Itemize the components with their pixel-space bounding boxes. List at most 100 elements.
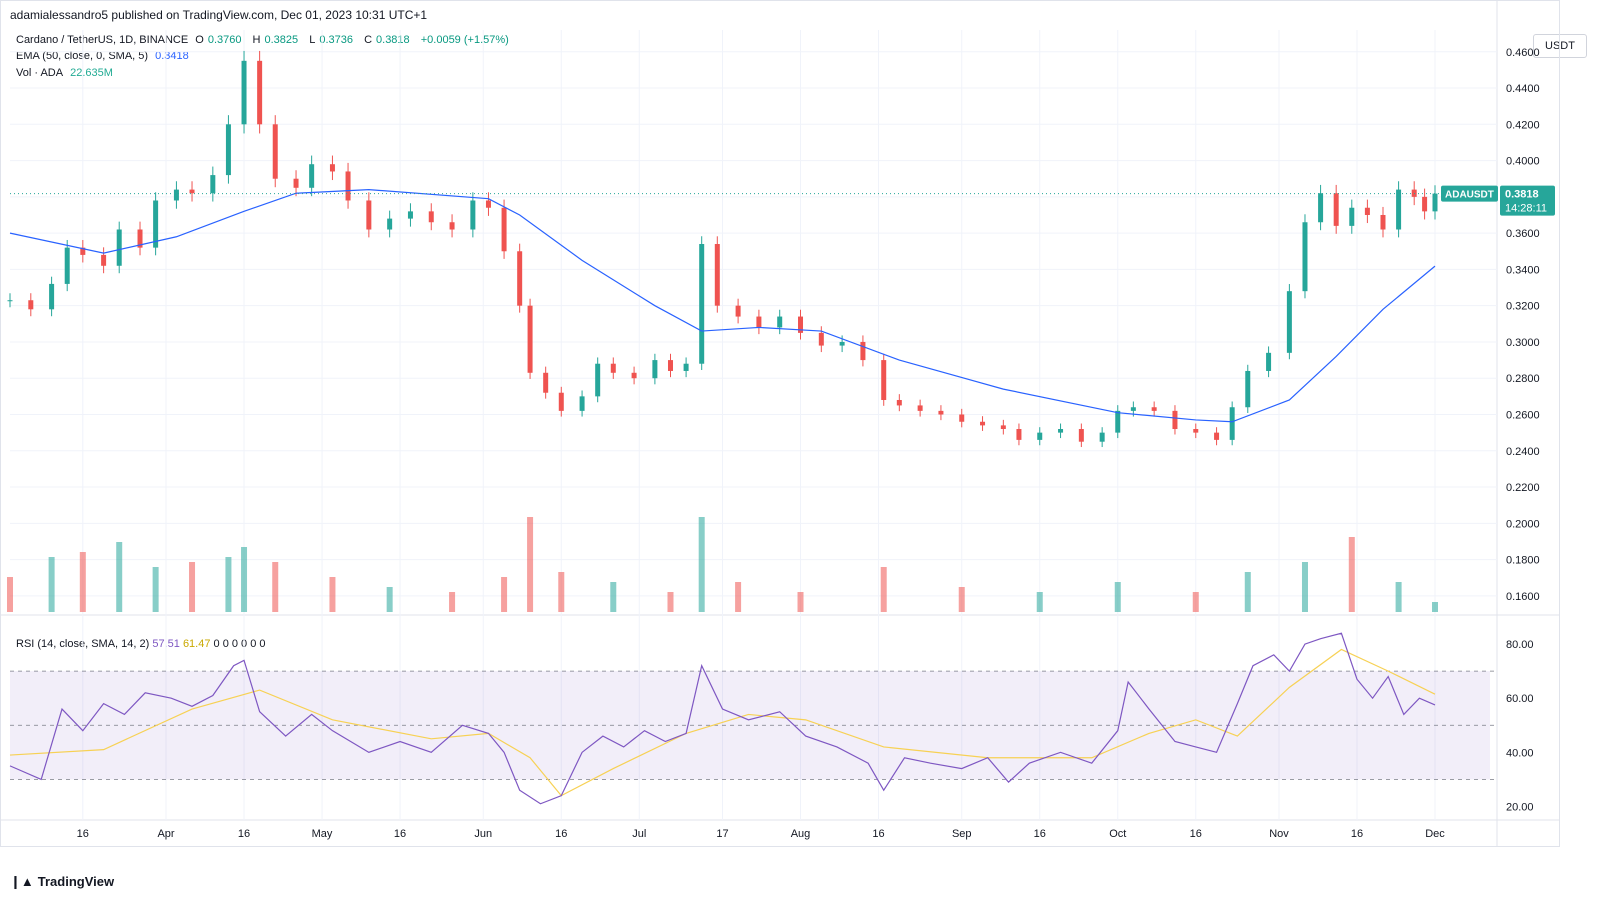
price-tick-label: 0.1600 xyxy=(1506,591,1540,603)
candle-body xyxy=(1000,425,1006,430)
symbol-label[interactable]: Cardano / TetherUS, 1D, BINANCE xyxy=(16,34,189,46)
volume-bar xyxy=(1244,572,1251,612)
rsi-zeros: 0 0 0 0 0 0 xyxy=(213,638,266,650)
candle-body xyxy=(1151,407,1157,411)
candle-body xyxy=(527,305,533,373)
candle-body xyxy=(387,218,393,230)
candle-body xyxy=(1286,291,1292,353)
candle-body xyxy=(1318,193,1324,223)
candle-body xyxy=(153,200,159,248)
price-tag-value: 0.3818 xyxy=(1505,189,1539,201)
candle-body xyxy=(881,360,887,400)
time-tick-label: Apr xyxy=(157,828,174,840)
symbol-tag-label: ADAUSDT xyxy=(1445,190,1494,201)
candle-body xyxy=(517,251,523,306)
volume-value: 22.635M xyxy=(70,67,113,79)
rsi-tick-label: 20.00 xyxy=(1506,801,1534,813)
volume-bar xyxy=(225,557,232,612)
candle-body xyxy=(1422,196,1428,212)
volume-legend[interactable]: Vol · ADA 22.635M xyxy=(16,67,117,79)
time-tick-label: 16 xyxy=(238,828,250,840)
volume-bar xyxy=(152,567,159,612)
candle-body xyxy=(1193,429,1199,433)
candle-body xyxy=(896,399,902,406)
ema-value: 0.3418 xyxy=(155,50,189,62)
time-tick-label: 16 xyxy=(1034,828,1046,840)
price-legend: Cardano / TetherUS, 1D, BINANCE O 0.3760 … xyxy=(16,34,513,46)
time-tick-label: Aug xyxy=(791,828,811,840)
candle-body xyxy=(917,405,923,411)
candle-body xyxy=(1078,429,1084,442)
price-tick-label: 0.2800 xyxy=(1506,373,1540,385)
candle-body xyxy=(1172,410,1178,430)
rsi-sma-value: 61.47 xyxy=(182,638,211,650)
candle-body xyxy=(64,247,70,284)
candle-body xyxy=(428,211,434,223)
volume-bar xyxy=(880,567,887,612)
candle-body xyxy=(470,200,476,230)
candle-body xyxy=(1333,193,1339,226)
candle-body xyxy=(798,316,804,333)
ema-legend[interactable]: EMA (50, close, 0, SMA, 5) 0.3418 xyxy=(16,50,193,62)
candle-body xyxy=(667,360,673,371)
candle-body xyxy=(714,244,720,306)
time-tick-label: 16 xyxy=(77,828,89,840)
candle-body xyxy=(501,207,507,252)
volume-bar xyxy=(116,542,123,612)
volume-bar xyxy=(501,577,508,612)
footer-brand[interactable]: ❙▲ TradingView xyxy=(10,874,115,889)
candle-body xyxy=(1058,429,1064,433)
price-tick-label: 0.3400 xyxy=(1506,264,1540,276)
price-tick-label: 0.1800 xyxy=(1506,555,1540,567)
rsi-tick-label: 40.00 xyxy=(1506,747,1534,759)
volume-bar xyxy=(1192,592,1199,612)
volume-bar xyxy=(1114,582,1121,612)
price-tag-countdown: 14:28:11 xyxy=(1505,203,1547,215)
candle-body xyxy=(860,341,866,361)
change-value: +0.0059 (+1.57%) xyxy=(420,34,509,46)
candle-body xyxy=(1245,370,1251,408)
candle-body xyxy=(1364,207,1370,215)
volume-bar xyxy=(1395,582,1402,612)
time-tick-label: 16 xyxy=(555,828,567,840)
price-tick-label: 0.2600 xyxy=(1506,409,1540,421)
volume-bar xyxy=(958,587,965,612)
high-value: H 0.3825 xyxy=(252,34,299,46)
candle-body xyxy=(777,316,783,328)
rsi-tick-label: 60.00 xyxy=(1506,693,1534,705)
candle-body xyxy=(959,414,965,422)
candle-body xyxy=(101,254,107,266)
candle-body xyxy=(558,392,564,411)
candle-body xyxy=(28,300,34,310)
volume-bar xyxy=(449,592,456,612)
candle-body xyxy=(1380,214,1386,230)
candle-body xyxy=(257,60,263,125)
volume-bar xyxy=(272,562,279,612)
candle-body xyxy=(699,244,705,364)
candle-body xyxy=(652,360,658,379)
candle-body xyxy=(345,171,351,201)
candle-body xyxy=(610,363,616,373)
price-tick-label: 0.3200 xyxy=(1506,301,1540,313)
rsi-legend[interactable]: RSI (14, close, SMA, 14, 2) 57.51 61.47 … xyxy=(16,638,266,650)
time-tick-label: Sep xyxy=(952,828,972,840)
candle-body xyxy=(329,164,335,172)
time-tick-label: 16 xyxy=(872,828,884,840)
candle-body xyxy=(7,300,13,302)
volume-bar xyxy=(735,582,742,612)
tradingview-logo-icon: ❙▲ xyxy=(10,874,34,889)
price-tick-label: 0.2000 xyxy=(1506,518,1540,530)
candle-body xyxy=(137,229,143,248)
candle-body xyxy=(309,164,315,188)
volume-bar xyxy=(558,572,565,612)
candle-body xyxy=(49,283,55,310)
time-tick-label: Nov xyxy=(1269,828,1289,840)
time-tick-label: 17 xyxy=(716,828,728,840)
volume-label: Vol · ADA xyxy=(16,67,64,79)
candle-body xyxy=(1266,352,1272,371)
candle-body xyxy=(938,410,944,415)
open-value: O 0.3760 xyxy=(195,34,242,46)
candle-body xyxy=(1214,432,1220,440)
candle-body xyxy=(735,305,741,317)
